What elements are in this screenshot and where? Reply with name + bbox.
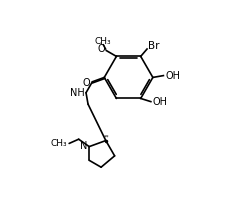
Text: OH: OH [165, 71, 180, 81]
Text: O: O [83, 78, 90, 88]
Text: N: N [80, 141, 87, 150]
Text: O: O [98, 44, 105, 54]
Text: OH: OH [152, 97, 168, 107]
Text: CH₃: CH₃ [51, 139, 67, 148]
Text: **: ** [104, 134, 109, 139]
Text: NH: NH [70, 88, 85, 98]
Text: Br: Br [148, 42, 160, 51]
Text: CH₃: CH₃ [94, 37, 111, 46]
